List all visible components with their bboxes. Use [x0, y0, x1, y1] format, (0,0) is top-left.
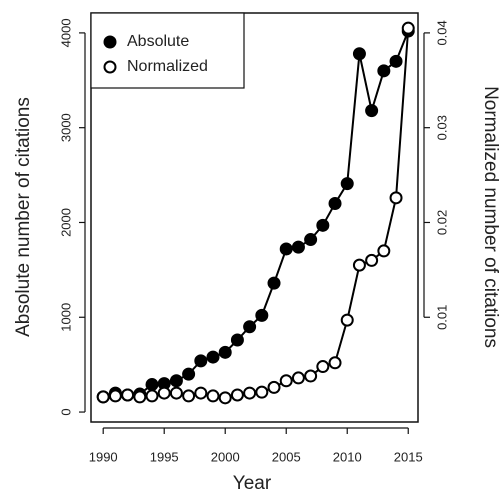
x-tick-label: 2015	[394, 449, 423, 464]
legend-marker	[103, 60, 117, 74]
data-point	[121, 388, 135, 402]
legend-label: Absolute	[127, 33, 189, 50]
x-axis-title: Year	[233, 473, 272, 494]
data-point	[352, 47, 366, 61]
x-tick-label: 2010	[333, 449, 362, 464]
data-point	[230, 388, 244, 402]
data-point	[96, 390, 110, 404]
data-point	[157, 386, 171, 400]
data-point	[365, 104, 379, 118]
data-point	[169, 386, 183, 400]
data-point	[377, 64, 391, 78]
data-point	[255, 308, 269, 322]
x-tick-label: 2005	[272, 449, 301, 464]
data-point	[352, 258, 366, 272]
data-point	[377, 244, 391, 258]
y-tick-label: 4000	[58, 18, 73, 47]
data-point	[182, 389, 196, 403]
data-point	[291, 371, 305, 385]
x-tick-label: 1995	[150, 449, 179, 464]
x-tick-label: 1990	[89, 449, 118, 464]
data-point	[267, 380, 281, 394]
y-axis-title: Absolute number of citations	[13, 97, 34, 337]
data-point	[194, 386, 208, 400]
data-point	[218, 345, 232, 359]
data-point	[316, 360, 330, 374]
plot-frame	[90, 12, 419, 423]
data-point	[182, 367, 196, 381]
data-point	[243, 320, 257, 334]
legend-marker	[103, 35, 117, 49]
data-point	[206, 350, 220, 364]
data-point	[316, 218, 330, 232]
data-point	[206, 389, 220, 403]
y2-tick-label: 0.01	[434, 305, 449, 330]
y-tick-label: 1000	[58, 303, 73, 332]
data-point	[328, 356, 342, 370]
y-tick-label: 3000	[58, 113, 73, 142]
x-tick-label: 2000	[211, 449, 240, 464]
data-point	[389, 191, 403, 205]
legend-label: Normalized	[127, 58, 208, 75]
data-point	[365, 253, 379, 267]
y2-axis-title: Normalized number of citations	[480, 86, 501, 348]
y2-tick-label: 0.03	[434, 115, 449, 140]
data-point	[304, 233, 318, 247]
data-point	[145, 389, 159, 403]
data-point	[340, 177, 354, 191]
data-point	[218, 391, 232, 405]
data-point	[133, 390, 147, 404]
data-point	[230, 333, 244, 347]
data-point	[255, 385, 269, 399]
y2-tick-label: 0.02	[434, 210, 449, 235]
data-point	[194, 354, 208, 368]
data-point	[279, 242, 293, 256]
y2-tick-label: 0.04	[434, 20, 449, 45]
data-point	[304, 369, 318, 383]
data-point	[291, 240, 305, 254]
data-point	[267, 276, 281, 290]
data-point	[279, 374, 293, 388]
data-point	[145, 378, 159, 392]
data-point	[389, 54, 403, 68]
data-point	[243, 386, 257, 400]
y-tick-label: 2000	[58, 208, 73, 237]
data-point	[108, 389, 122, 403]
data-point	[169, 374, 183, 388]
y-tick-label: 0	[58, 408, 73, 415]
data-point	[340, 313, 354, 327]
data-point	[401, 21, 415, 35]
data-point	[328, 197, 342, 211]
legend-box	[90, 12, 245, 89]
